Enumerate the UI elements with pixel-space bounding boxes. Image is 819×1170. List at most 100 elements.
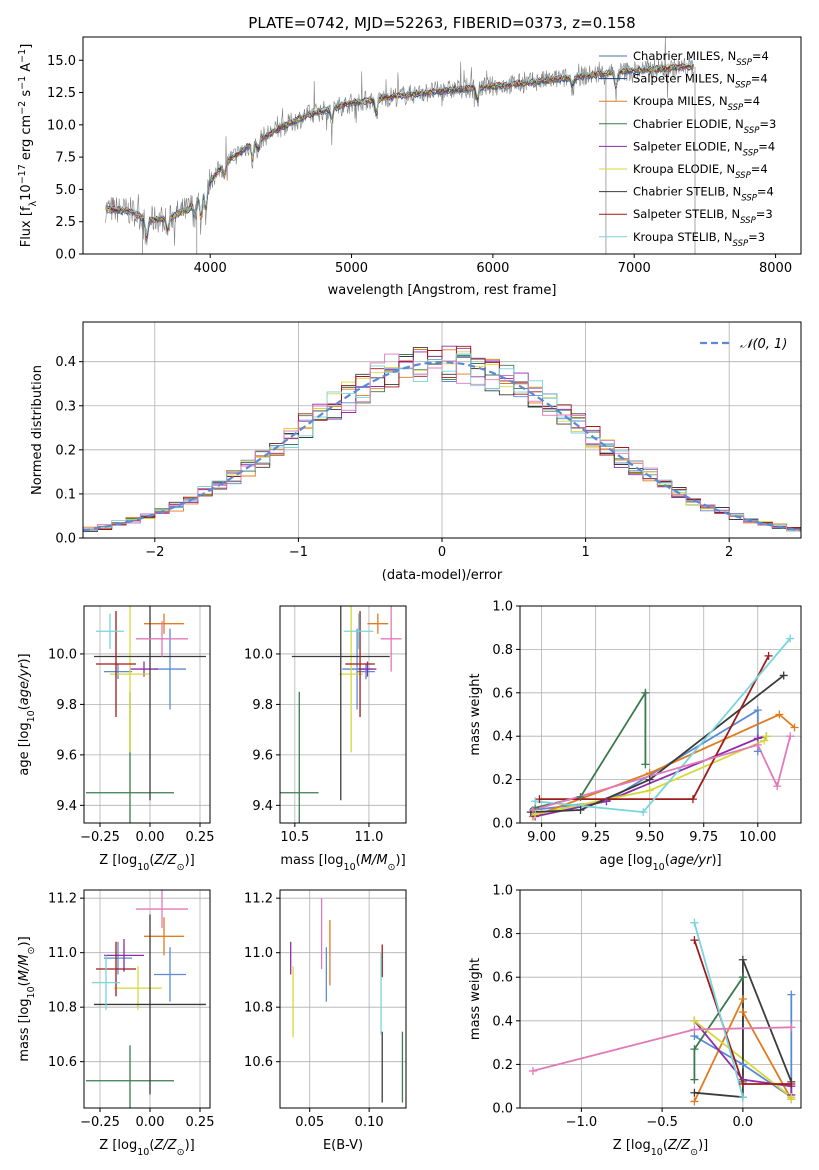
legend-entry-subscript: SSP: [733, 239, 749, 249]
legend-entry-subscript: SSP: [744, 126, 760, 136]
x-tick-label: 10.5: [280, 830, 309, 845]
y-axis-label-part: mass [log: [17, 998, 32, 1061]
mass-weight-line: [532, 735, 792, 811]
y-axis-label-part: s: [19, 90, 34, 101]
x-tick-label: 10.00: [739, 830, 776, 845]
age_vs_mass-frame: [279, 605, 407, 824]
x-axis-label-part: (: [149, 853, 154, 868]
mass-weight-line: [535, 637, 791, 814]
y-axis-label-part: −17: [17, 164, 28, 184]
x-axis-label: E(B-V): [323, 1138, 363, 1153]
weight_vs_age-frame: [519, 605, 802, 824]
mass-weight-line: [532, 713, 796, 818]
y-tick-label: 0.0: [492, 1102, 513, 1117]
x-axis-label-part: Z [log: [99, 1138, 137, 1153]
y-tick-label: 11.0: [48, 946, 77, 961]
legend-entry-name: Kroupa STELIB, N: [633, 230, 733, 244]
x-tick-label: 0.00: [136, 1115, 165, 1130]
y-tick-label: 11.2: [48, 892, 77, 907]
y-tick-label: 0.4: [492, 730, 513, 745]
x-tick-label: −1: [289, 545, 308, 560]
x-axis-label-part: (: [356, 853, 361, 868]
x-axis-label-part: Z [log: [613, 1138, 651, 1153]
y-tick-label: 0.2: [492, 773, 513, 788]
mass-weight-marker: [787, 990, 796, 999]
legend-entry-value: =3: [756, 207, 773, 221]
x-tick-label: 9.75: [689, 830, 718, 845]
age_vs_mass-plot-area: [280, 606, 402, 823]
x-tick-label: 7000: [618, 261, 651, 276]
y-axis-label-part: ⊙: [26, 947, 37, 955]
x-axis-label: wavelength [Angstrom, rest frame]: [328, 283, 557, 298]
y-tick-label: 2.5: [55, 215, 76, 230]
legend-entry-name: Chabrier STELIB, N: [633, 185, 741, 199]
y-axis-label: mass weight: [468, 958, 483, 1040]
mass-weight-marker: [645, 775, 654, 784]
y-tick-label: 1.0: [492, 884, 513, 899]
x-axis-label-part: 10: [137, 862, 149, 873]
x-tick-label: 0.00: [136, 830, 165, 845]
y-axis-label-part: 10: [19, 184, 34, 201]
mass_vs_Z-plot-area: [86, 890, 206, 1108]
model-fit-line: [105, 63, 694, 237]
x-tick-label: 8000: [759, 261, 792, 276]
x-axis-label-part: age [log: [599, 853, 652, 868]
legend-entry: Chabrier MILES, NSSP=4: [633, 49, 769, 68]
mass-weight-marker: [787, 1095, 796, 1104]
mass-weight-marker: [576, 792, 585, 801]
y-tick-label: 0.4: [492, 1014, 513, 1029]
mass_vs_ebv-panel: 0.05 0.10 10.6 10.8 11.0 11.2 E(B-V): [244, 889, 407, 1153]
legend-entry-value: =4: [758, 139, 775, 153]
x-axis-label-part: ⊙: [690, 1147, 698, 1158]
x-tick-label: 9.25: [581, 830, 610, 845]
figure-title: PLATE=0742, MJD=52263, FIBERID=0373, z=0…: [248, 14, 635, 32]
x-axis-label: Z [log10(Z/Z⊙)]: [99, 853, 194, 873]
mass_vs_ebv-frame: [279, 889, 407, 1109]
mass_vs_ebv-plot-area: [290, 898, 404, 1103]
y-tick-label: 1.0: [492, 600, 513, 615]
mass-weight-marker: [535, 795, 544, 804]
legend-entry: Kroupa MILES, NSSP=4: [633, 94, 760, 113]
age_vs_Z-frame: [83, 605, 211, 824]
y-axis-label-part: −2: [17, 101, 28, 115]
y-tick-label: 9.4: [56, 799, 77, 814]
y-axis-label: mass weight: [468, 673, 483, 755]
x-tick-label: 4000: [194, 261, 227, 276]
legend-entry-value: =3: [759, 117, 776, 131]
y-tick-label: 9.6: [252, 748, 273, 763]
x-axis-label-part: 10: [653, 862, 665, 873]
mass-weight-marker: [738, 1093, 747, 1102]
legend-entry-subscript: SSP: [741, 194, 757, 204]
legend-entry-subscript: SSP: [740, 216, 756, 226]
legend-entry-subscript: SSP: [736, 58, 752, 68]
mass-weight-marker: [639, 808, 648, 817]
x-tick-label: 0.05: [295, 1115, 324, 1130]
y-tick-label: 15.0: [47, 54, 76, 69]
x-tick-label: 0: [438, 545, 446, 560]
x-axis-label: age [log10(age/yr)]: [599, 853, 721, 873]
mass-weight-marker: [738, 973, 747, 982]
x-axis-label-part: )]: [185, 1138, 195, 1153]
legend-entry: Salpeter MILES, NSSP=4: [633, 72, 768, 91]
mass-weight-marker: [641, 688, 650, 697]
x-axis-label-part: ⊙: [177, 1147, 185, 1158]
x-tick-label: 0.10: [355, 1115, 384, 1130]
mass-weight-marker: [775, 710, 784, 719]
weight_vs_Z-panel: −1.0 −0.5 0.0 0.0 0.2 0.4 0.6 0.8 1.0 Z [log10(Z/…: [468, 884, 802, 1158]
x-tick-label: −1.0: [566, 1115, 598, 1130]
age_vs_Z-panel: −0.25 0.00 0.259.49.69.810.0Z [log10(Z/Z⊙)…: [17, 605, 214, 873]
y-tick-label: 0.8: [492, 927, 513, 942]
mass-weight-line: [693, 1020, 793, 1095]
y-tick-label: 7.5: [55, 151, 76, 166]
x-axis-label-part: )]: [711, 853, 721, 868]
x-axis-label-part: M/M: [361, 853, 388, 868]
mass-weight-marker: [786, 634, 795, 643]
y-tick-label: 10.8: [48, 1001, 77, 1016]
legend-entry-value: =4: [752, 49, 769, 63]
y-tick-label: 0.0: [55, 248, 76, 263]
y-tick-label: 10.6: [244, 1055, 273, 1070]
y-tick-label: 5.0: [55, 183, 76, 198]
spectrum-frame: [82, 36, 802, 255]
mass-weight-marker: [738, 1008, 747, 1017]
